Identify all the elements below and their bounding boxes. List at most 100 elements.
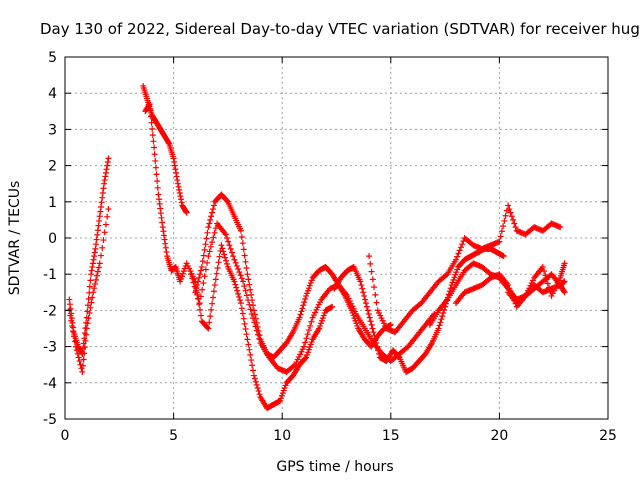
data-point: [253, 381, 260, 388]
data-point: [196, 306, 203, 313]
data-point: [67, 312, 74, 319]
data-point: [247, 351, 254, 358]
data-point: [459, 241, 466, 248]
data-point: [376, 350, 383, 357]
series-track-3: [140, 82, 190, 216]
data-point: [152, 157, 159, 164]
data-point: [366, 314, 373, 321]
data-point: [231, 256, 238, 263]
data-point: [196, 274, 203, 281]
data-point: [103, 166, 110, 173]
series-track-1: [66, 155, 112, 357]
data-point: [198, 263, 205, 270]
data-point: [72, 343, 79, 350]
data-point: [157, 205, 164, 212]
data-point: [359, 285, 366, 292]
data-point: [222, 254, 229, 261]
data-point: [176, 186, 183, 193]
y-tick-label: 5: [48, 50, 57, 66]
data-point: [165, 139, 172, 146]
data-point: [231, 278, 238, 285]
x-tick-label: 5: [169, 428, 178, 444]
data-point: [163, 248, 170, 255]
data-point: [368, 321, 375, 328]
data-point: [151, 144, 158, 151]
data-point: [159, 224, 166, 231]
data-point: [191, 283, 198, 290]
data-point: [202, 266, 209, 273]
data-point: [69, 322, 76, 329]
data-point: [226, 242, 233, 249]
series-track-5: [192, 191, 394, 361]
data-point: [219, 245, 226, 252]
data-point: [210, 288, 217, 295]
data-point: [209, 239, 216, 246]
data-point: [89, 294, 96, 301]
data-point: [243, 292, 250, 299]
data-point: [147, 107, 154, 114]
data-point: [251, 375, 258, 382]
data-point: [512, 224, 519, 231]
data-point: [94, 227, 101, 234]
data-point: [299, 305, 306, 312]
x-tick-label: 20: [490, 428, 508, 444]
data-point: [83, 325, 90, 332]
data-point: [239, 310, 246, 317]
data-point: [173, 173, 180, 180]
data-point: [93, 236, 100, 243]
data-point: [84, 320, 91, 327]
data-point: [245, 297, 252, 304]
data-point: [373, 339, 380, 346]
data-point: [207, 216, 214, 223]
data-point: [80, 356, 87, 363]
data-point: [456, 247, 463, 254]
data-point: [546, 284, 553, 291]
data-point: [204, 229, 211, 236]
data-point: [436, 322, 443, 329]
data-point: [162, 240, 169, 247]
data-point: [216, 253, 223, 260]
data-point: [438, 316, 445, 323]
data-point: [73, 347, 80, 354]
data-point: [178, 196, 185, 203]
data-point: [90, 256, 97, 263]
data-point: [301, 299, 308, 306]
data-point: [455, 250, 462, 257]
y-tick-label: -1: [43, 267, 57, 283]
data-point: [154, 184, 161, 191]
data-point: [92, 281, 99, 288]
data-point: [223, 235, 230, 241]
data-point: [96, 217, 103, 224]
data-point: [500, 223, 507, 230]
data-point: [237, 272, 244, 279]
data-point: [511, 220, 518, 227]
data-point: [250, 307, 257, 314]
data-point: [105, 206, 112, 213]
data-point: [307, 322, 314, 329]
y-tick-label: -3: [43, 340, 57, 356]
data-point: [187, 271, 194, 278]
data-point: [212, 276, 219, 283]
data-point: [290, 362, 297, 369]
data-point: [561, 289, 568, 296]
x-tick-label: 0: [61, 428, 70, 444]
data-point: [329, 303, 336, 310]
data-point: [172, 166, 179, 173]
data-point: [220, 248, 227, 255]
data-point: [241, 283, 248, 290]
data-point: [237, 297, 244, 304]
data-point: [240, 278, 247, 285]
data-point: [368, 268, 375, 275]
data-point: [203, 235, 210, 242]
data-point: [443, 272, 450, 279]
data-point: [157, 210, 164, 217]
data-point: [205, 325, 212, 332]
data-point: [241, 252, 248, 259]
x-tick-label: 10: [273, 428, 291, 444]
data-point: [240, 315, 247, 322]
data-point: [104, 158, 111, 165]
data-point: [308, 318, 315, 325]
data-point: [71, 338, 78, 345]
data-point: [234, 287, 241, 294]
data-point: [360, 289, 367, 296]
